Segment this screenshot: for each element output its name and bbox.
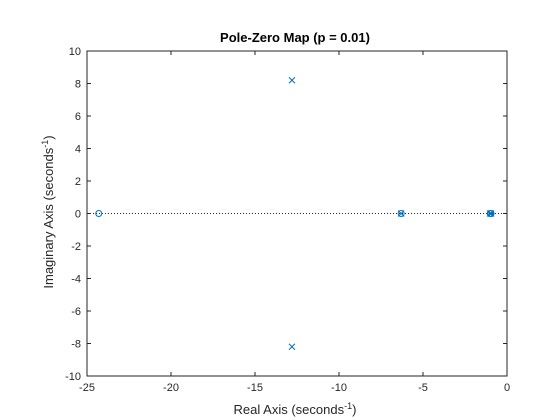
zero-marker (95, 210, 103, 217)
pole-marker-stroke (397, 210, 405, 217)
y-tick-label: 4 (75, 144, 81, 156)
y-axis-title-exponent: -1 (40, 140, 50, 148)
y-tick-label: -10 (65, 371, 81, 383)
x-axis-title-exponent: -1 (344, 401, 352, 411)
y-tick-label: 8 (75, 79, 81, 91)
x-tick-label: -5 (418, 382, 428, 394)
x-axis-title: Real Axis (seconds-1) (234, 401, 357, 417)
x-tick-label: -20 (163, 382, 179, 394)
y-tick-label: -6 (71, 306, 81, 318)
pole-zero-markers (95, 76, 495, 351)
x-axis-title-text: Real Axis (seconds (234, 402, 345, 417)
y-tick-label: -8 (71, 339, 81, 351)
y-tick-label: -2 (71, 241, 81, 253)
x-tick-label: -15 (247, 382, 263, 394)
y-tick-label: 10 (69, 46, 81, 58)
pole-marker (397, 210, 405, 217)
y-tick-label: 6 (75, 111, 81, 123)
pole-marker (486, 210, 494, 217)
y-tick-label: 2 (75, 176, 81, 188)
pole-marker (288, 76, 296, 84)
pole-marker-stroke (487, 210, 495, 217)
y-axis-ticks: -10 -8 -6 -4 -2 0 2 4 6 8 10 (65, 46, 507, 383)
zero-marker (487, 210, 495, 217)
x-tick-label: -25 (79, 382, 95, 394)
chart-title: Pole-Zero Map (p = 0.01) (220, 30, 370, 45)
x-axis-title-close: ) (352, 402, 356, 417)
x-tick-label: -10 (331, 382, 347, 394)
y-axis-title-text: Imaginary Axis (seconds (41, 147, 56, 288)
y-axis-title-close: ) (41, 135, 56, 139)
y-tick-label: -4 (71, 274, 81, 286)
pole-marker (288, 343, 296, 351)
y-tick-label: 0 (75, 209, 81, 221)
pole-marker-stroke (486, 210, 494, 217)
pole-marker-stroke (288, 76, 296, 84)
zero-marker (397, 210, 405, 217)
y-axis-title: Imaginary Axis (seconds-1) (40, 135, 56, 288)
x-tick-label: 0 (504, 382, 510, 394)
pole-marker (487, 210, 495, 217)
pole-marker-stroke (288, 343, 296, 351)
x-axis-ticks: -25 -20 -15 -10 -5 0 (79, 51, 510, 394)
